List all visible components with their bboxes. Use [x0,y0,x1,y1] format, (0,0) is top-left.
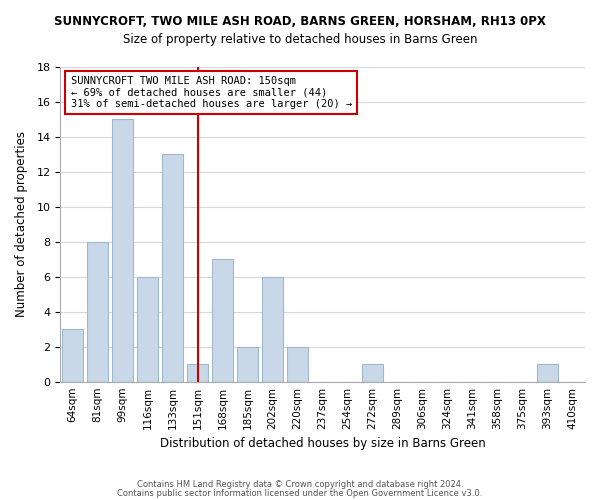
Bar [237,346,258,382]
Y-axis label: Number of detached properties: Number of detached properties [15,131,28,317]
Bar [62,329,83,382]
X-axis label: Distribution of detached houses by size in Barns Green: Distribution of detached houses by size … [160,437,485,450]
Bar [162,154,183,382]
Bar [187,364,208,382]
Bar [262,276,283,382]
Bar [537,364,558,382]
Bar [87,242,108,382]
Bar [287,346,308,382]
Text: Size of property relative to detached houses in Barns Green: Size of property relative to detached ho… [123,32,477,46]
Text: SUNNYCROFT TWO MILE ASH ROAD: 150sqm
← 69% of detached houses are smaller (44)
3: SUNNYCROFT TWO MILE ASH ROAD: 150sqm ← 6… [71,76,352,109]
Bar [362,364,383,382]
Text: Contains public sector information licensed under the Open Government Licence v3: Contains public sector information licen… [118,488,482,498]
Text: Contains HM Land Registry data © Crown copyright and database right 2024.: Contains HM Land Registry data © Crown c… [137,480,463,489]
Bar [137,276,158,382]
Bar [212,259,233,382]
Bar [112,119,133,382]
Text: SUNNYCROFT, TWO MILE ASH ROAD, BARNS GREEN, HORSHAM, RH13 0PX: SUNNYCROFT, TWO MILE ASH ROAD, BARNS GRE… [54,15,546,28]
